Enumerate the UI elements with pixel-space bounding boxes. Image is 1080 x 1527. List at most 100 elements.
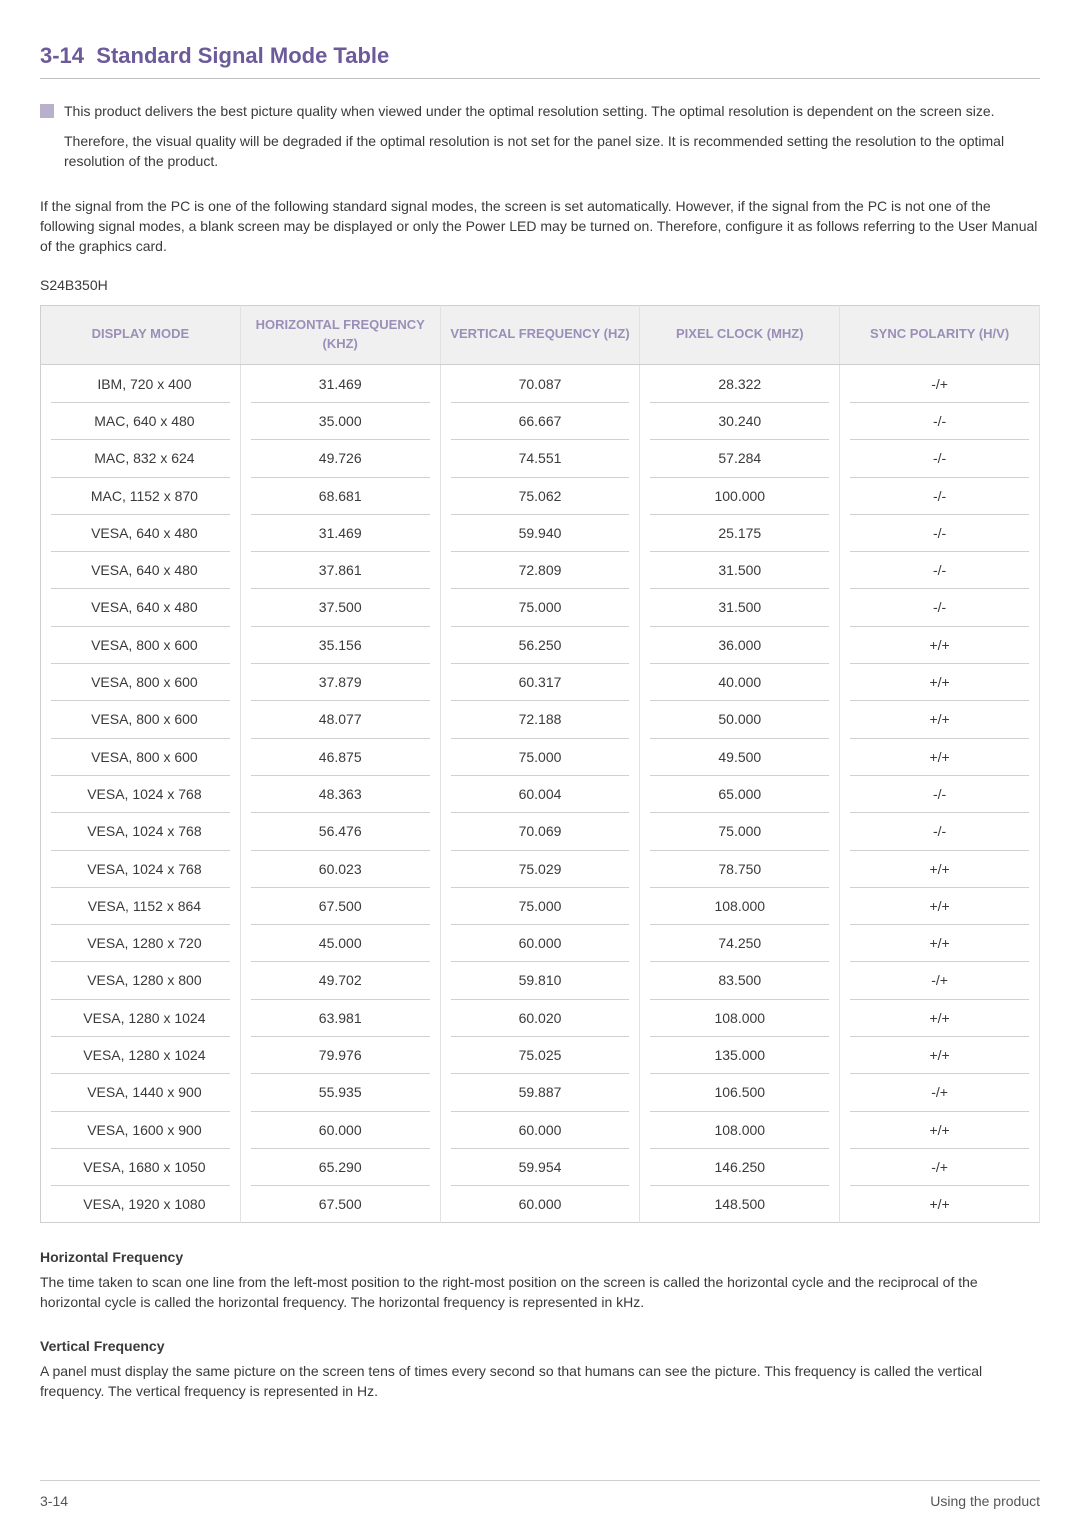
table-cell: VESA, 1024 x 768 [41,812,241,849]
table-cell: +/+ [840,700,1040,737]
table-cell: VESA, 1440 x 900 [41,1073,241,1110]
table-cell: 65.000 [640,775,840,812]
table-cell: +/+ [840,887,1040,924]
table-cell: 57.284 [640,439,840,476]
table-row: VESA, 800 x 60037.87960.31740.000+/+ [41,663,1040,700]
footer-page-number: 3-14 [40,1491,68,1511]
table-cell: 70.069 [440,812,640,849]
table-row: VESA, 1920 x 108067.50060.000148.500+/+ [41,1185,1040,1223]
def2-title: Vertical Frequency [40,1336,1040,1356]
table-row: VESA, 1280 x 102463.98160.020108.000+/+ [41,999,1040,1036]
table-cell: 148.500 [640,1185,840,1223]
page-footer: 3-14 Using the product [40,1480,1040,1511]
def2-body: A panel must display the same picture on… [40,1361,1040,1402]
table-cell: 68.681 [240,477,440,514]
table-cell: VESA, 640 x 480 [41,514,241,551]
table-cell: 67.500 [240,887,440,924]
section-title-text: Standard Signal Mode Table [96,43,389,68]
body-paragraph: If the signal from the PC is one of the … [40,196,1040,257]
col-horizontal-freq: HORIZONTAL FREQUENCY (KHZ) [240,305,440,364]
table-cell: 56.250 [440,626,640,663]
table-cell: VESA, 1280 x 720 [41,924,241,961]
table-cell: VESA, 800 x 600 [41,626,241,663]
col-vertical-freq: VERTICAL FREQUENCY (HZ) [440,305,640,364]
table-cell: -/- [840,588,1040,625]
section-number: 3-14 [40,43,84,68]
table-cell: 108.000 [640,1111,840,1148]
col-pixel-clock: PIXEL CLOCK (MHZ) [640,305,840,364]
table-cell: 60.020 [440,999,640,1036]
table-cell: 30.240 [640,402,840,439]
table-cell: 49.500 [640,738,840,775]
table-cell: VESA, 1280 x 800 [41,961,241,998]
table-cell: -/- [840,477,1040,514]
table-cell: 60.000 [240,1111,440,1148]
table-cell: -/- [840,775,1040,812]
table-cell: 37.500 [240,588,440,625]
table-row: VESA, 1280 x 72045.00060.00074.250+/+ [41,924,1040,961]
table-cell: 79.976 [240,1036,440,1073]
table-cell: 56.476 [240,812,440,849]
table-cell: +/+ [840,999,1040,1036]
table-row: VESA, 640 x 48031.46959.94025.175-/- [41,514,1040,551]
table-cell: 35.156 [240,626,440,663]
note-paragraph-2: Therefore, the visual quality will be de… [64,131,1040,172]
table-cell: -/+ [840,1073,1040,1110]
table-row: VESA, 1152 x 86467.50075.000108.000+/+ [41,887,1040,924]
table-cell: VESA, 640 x 480 [41,588,241,625]
table-cell: 74.551 [440,439,640,476]
table-cell: +/+ [840,850,1040,887]
table-cell: VESA, 640 x 480 [41,551,241,588]
table-cell: 67.500 [240,1185,440,1223]
note-bullet-icon [40,104,54,118]
table-row: VESA, 1280 x 80049.70259.81083.500-/+ [41,961,1040,998]
table-row: MAC, 640 x 48035.00066.66730.240-/- [41,402,1040,439]
table-cell: VESA, 1152 x 864 [41,887,241,924]
table-cell: 78.750 [640,850,840,887]
table-cell: -/+ [840,961,1040,998]
table-cell: VESA, 1680 x 1050 [41,1148,241,1185]
def1-body: The time taken to scan one line from the… [40,1272,1040,1313]
table-cell: 59.810 [440,961,640,998]
note-block: This product delivers the best picture q… [40,101,1040,182]
table-cell: 36.000 [640,626,840,663]
table-cell: 146.250 [640,1148,840,1185]
table-cell: 25.175 [640,514,840,551]
table-cell: 75.025 [440,1036,640,1073]
note-text: This product delivers the best picture q… [64,101,1040,182]
table-cell: MAC, 1152 x 870 [41,477,241,514]
table-cell: 63.981 [240,999,440,1036]
table-cell: 59.887 [440,1073,640,1110]
table-cell: 31.469 [240,514,440,551]
table-header: DISPLAY MODE HORIZONTAL FREQUENCY (KHZ) … [41,305,1040,364]
heading-divider [40,78,1040,79]
table-cell: 75.000 [440,588,640,625]
table-cell: -/- [840,402,1040,439]
note-paragraph-1: This product delivers the best picture q… [64,101,1040,121]
table-cell: 49.702 [240,961,440,998]
table-row: VESA, 640 x 48037.50075.00031.500-/- [41,588,1040,625]
table-cell: 108.000 [640,887,840,924]
table-row: VESA, 640 x 48037.86172.80931.500-/- [41,551,1040,588]
table-cell: 108.000 [640,999,840,1036]
table-row: VESA, 1280 x 102479.97675.025135.000+/+ [41,1036,1040,1073]
table-cell: 100.000 [640,477,840,514]
table-cell: -/- [840,439,1040,476]
table-cell: MAC, 640 x 480 [41,402,241,439]
table-cell: 50.000 [640,700,840,737]
table-cell: 70.087 [440,364,640,402]
table-row: MAC, 832 x 62449.72674.55157.284-/- [41,439,1040,476]
table-cell: 60.004 [440,775,640,812]
table-cell: 59.954 [440,1148,640,1185]
table-cell: 75.000 [440,887,640,924]
table-cell: 48.363 [240,775,440,812]
section-heading: 3-14 Standard Signal Mode Table [40,40,1040,72]
table-cell: 28.322 [640,364,840,402]
table-cell: 45.000 [240,924,440,961]
table-cell: 46.875 [240,738,440,775]
table-cell: -/+ [840,364,1040,402]
table-row: VESA, 800 x 60048.07772.18850.000+/+ [41,700,1040,737]
table-cell: +/+ [840,738,1040,775]
signal-mode-table: DISPLAY MODE HORIZONTAL FREQUENCY (KHZ) … [40,305,1040,1224]
table-row: VESA, 1024 x 76856.47670.06975.000-/- [41,812,1040,849]
